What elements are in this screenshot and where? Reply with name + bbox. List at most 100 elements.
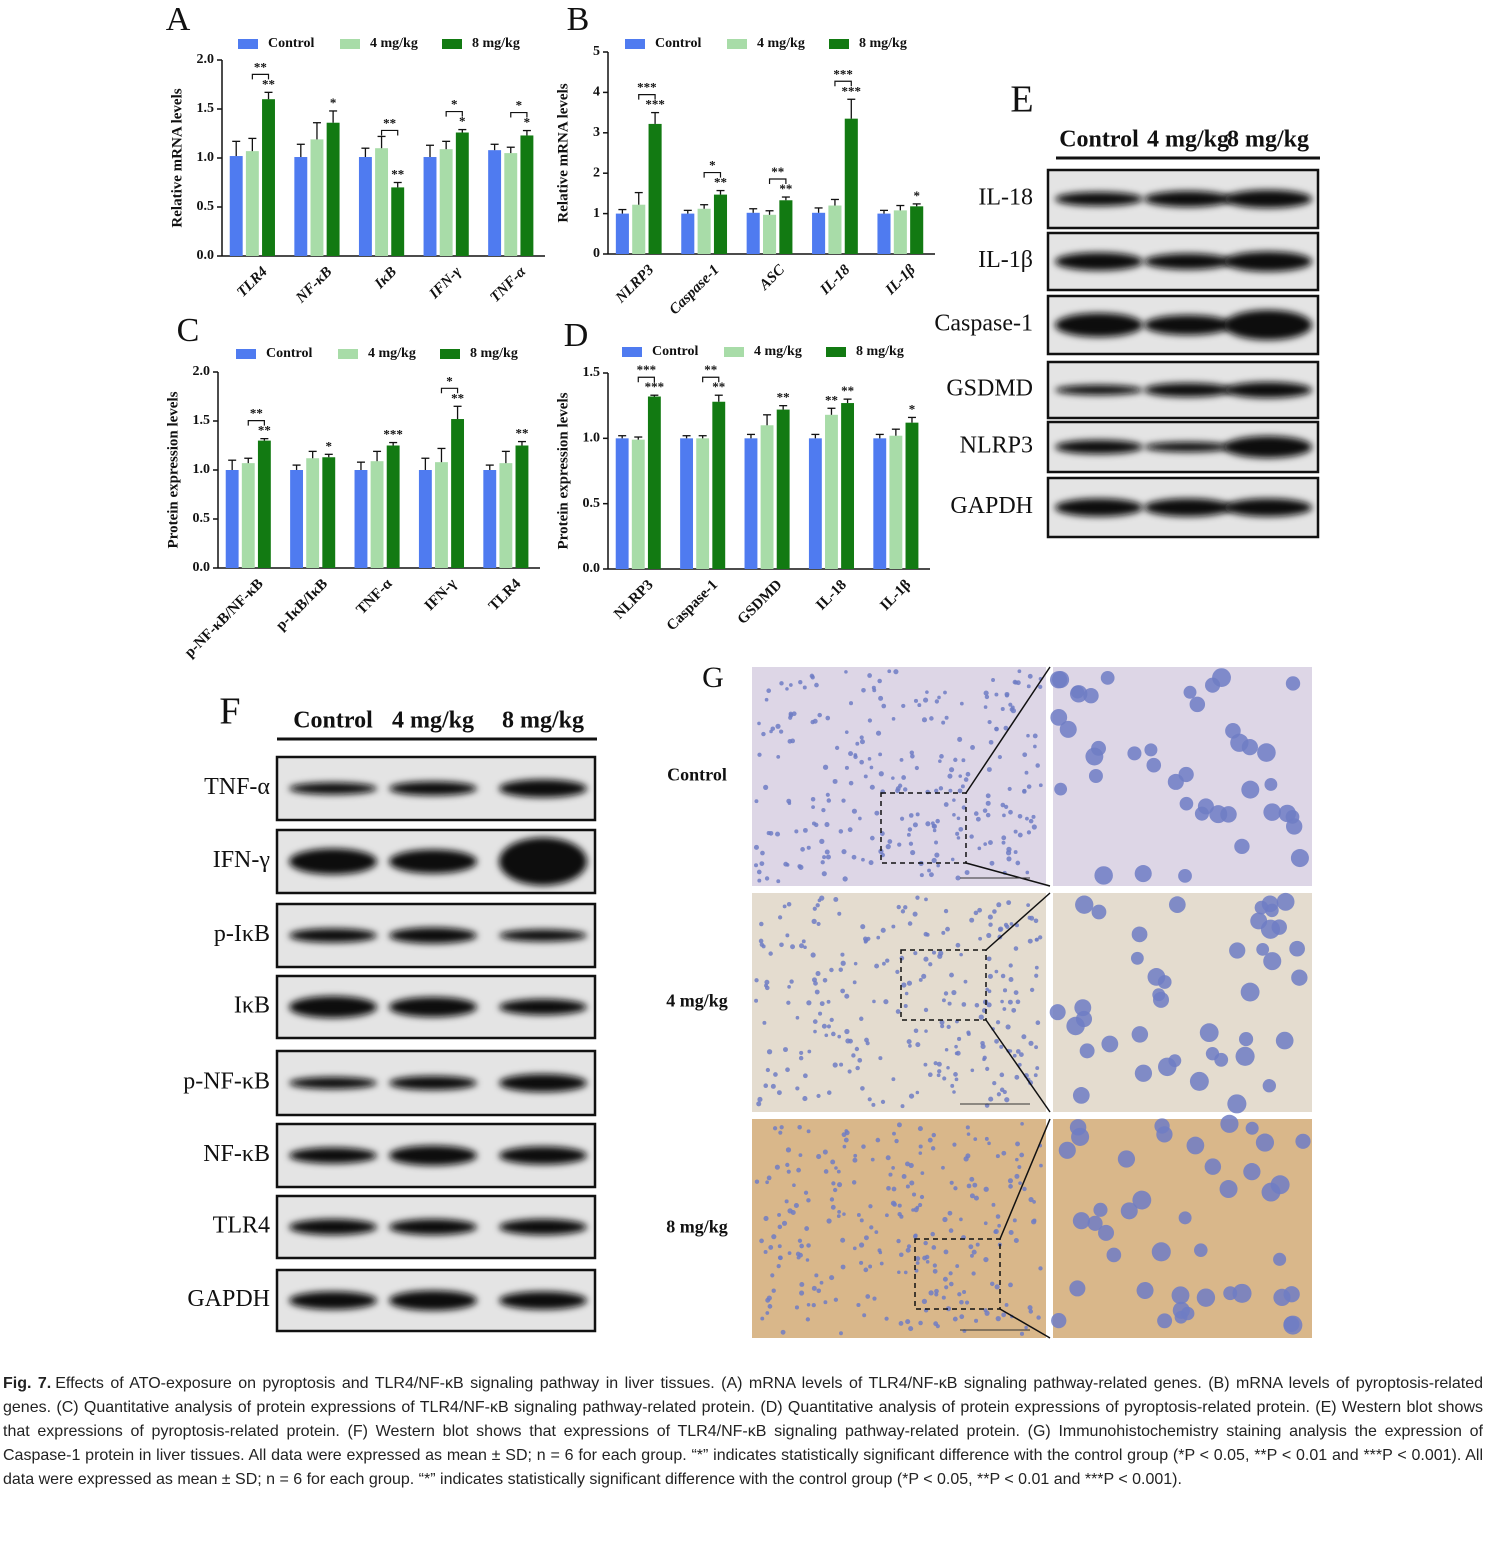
nucleus: [986, 956, 992, 962]
x-tick-label: IL-1β: [882, 262, 919, 299]
nucleus: [776, 1090, 782, 1096]
nucleus: [996, 1092, 1002, 1097]
nucleus: [814, 682, 819, 688]
nucleus: [763, 1083, 769, 1089]
y-tick-label: 0.5: [583, 496, 601, 511]
nucleus: [859, 1260, 864, 1265]
error-bar: [329, 110, 338, 123]
nucleus: [942, 1216, 948, 1223]
x-tick-label: IL-18: [817, 262, 854, 299]
nucleus: [915, 812, 920, 817]
nucleus: [773, 1072, 778, 1077]
nucleus: [790, 944, 796, 950]
significance-label: **: [825, 392, 838, 407]
nucleus: [815, 971, 821, 977]
blot-row-label: GSDMD: [946, 376, 1033, 402]
nucleus: [1026, 830, 1032, 835]
nucleus: [1028, 1309, 1034, 1314]
error-bar: [700, 204, 709, 209]
nucleus: [1094, 866, 1113, 885]
nucleus: [1028, 1040, 1034, 1046]
nucleus: [1230, 733, 1249, 752]
nucleus: [941, 930, 946, 935]
nucleus: [1168, 896, 1186, 913]
nucleus: [923, 1240, 928, 1246]
nucleus: [843, 1137, 849, 1143]
nucleus: [825, 715, 831, 721]
nucleus: [797, 1124, 802, 1130]
y-tick-label: 5: [593, 44, 600, 59]
nucleus: [1032, 1200, 1036, 1204]
nucleus: [1014, 1074, 1020, 1080]
nucleus: [798, 1153, 803, 1158]
nucleus: [872, 999, 876, 1004]
nucleus: [918, 1144, 923, 1149]
nucleus: [844, 993, 850, 999]
nucleus: [1028, 818, 1034, 824]
nucleus: [985, 987, 989, 992]
panel-letter: A: [166, 1, 191, 38]
nucleus: [900, 909, 906, 914]
nucleus: [1091, 904, 1107, 920]
nucleus: [754, 1179, 760, 1184]
nucleus: [824, 822, 830, 828]
nucleus: [793, 1202, 799, 1209]
significance-bracket: [768, 178, 787, 185]
bar: [418, 470, 432, 568]
nucleus: [840, 1237, 846, 1243]
nucleus: [943, 1249, 949, 1255]
nucleus: [798, 1055, 804, 1061]
nucleus: [1101, 1035, 1119, 1053]
nucleus: [934, 852, 940, 858]
nucleus: [785, 1162, 790, 1167]
y-axis-label: Protein expression levels: [555, 392, 571, 549]
nucleus: [783, 861, 789, 867]
bar: [435, 462, 448, 568]
nucleus: [914, 765, 919, 771]
nucleus: [1131, 926, 1148, 943]
nucleus: [1020, 1122, 1024, 1126]
x-tick-label: Caspase-1: [664, 577, 721, 634]
nucleus: [794, 829, 799, 834]
nucleus: [867, 1097, 872, 1102]
nucleus: [840, 960, 846, 966]
error-bar: [244, 457, 253, 464]
y-axis-label: Protein expression levels: [165, 391, 181, 548]
nucleus: [1171, 1286, 1190, 1305]
nucleus: [927, 868, 931, 873]
nucleus: [823, 1300, 828, 1305]
nucleus: [895, 788, 900, 794]
nucleus: [1008, 809, 1013, 815]
nucleus: [816, 1154, 822, 1160]
nucleus: [766, 1295, 772, 1301]
nucleus: [1117, 1150, 1136, 1168]
significance-label: **: [391, 166, 404, 181]
nucleus: [931, 1245, 937, 1250]
nucleus: [1033, 1073, 1038, 1078]
error-bar: [421, 457, 430, 470]
nucleus: [934, 840, 939, 845]
nucleus: [1007, 999, 1013, 1005]
nucleus: [781, 1220, 788, 1226]
blot-column-label: 8 mg/kg: [1227, 127, 1309, 153]
nucleus: [867, 718, 873, 723]
blot-band: [499, 1219, 587, 1235]
nucleus: [869, 1225, 874, 1230]
error-bar: [442, 140, 451, 150]
nucleus: [853, 1153, 858, 1158]
micrograph: [752, 667, 1046, 886]
nucleus: [787, 1251, 792, 1255]
nucleus: [852, 1246, 857, 1251]
nucleus: [975, 816, 981, 822]
nucleus: [982, 1057, 986, 1062]
nucleus: [925, 690, 929, 694]
legend-label: Control: [655, 36, 702, 51]
error-bar: [912, 203, 921, 207]
nucleus: [1250, 912, 1268, 930]
bar: [499, 463, 513, 568]
error-bar: [896, 204, 905, 211]
nucleus: [1008, 1230, 1014, 1236]
nucleus: [811, 1285, 817, 1291]
nucleus: [948, 788, 953, 793]
significance-label: **: [515, 426, 528, 441]
